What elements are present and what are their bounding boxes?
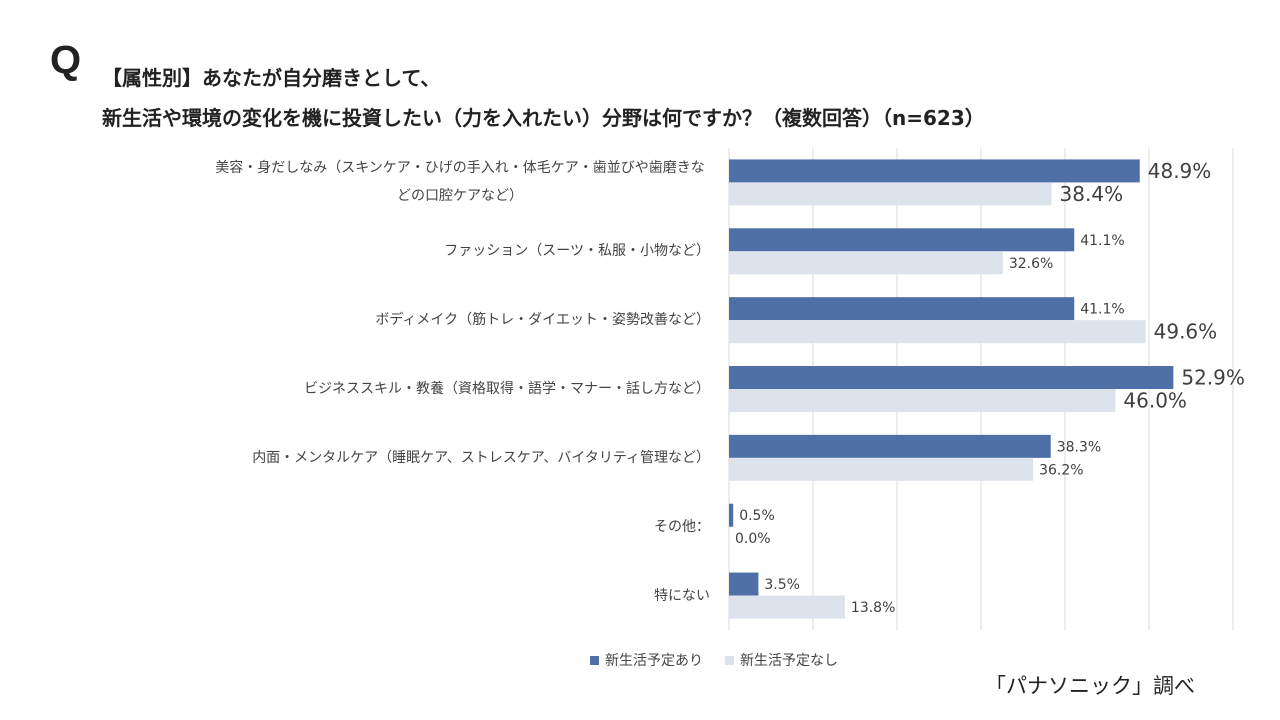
data-label: 46.0% <box>1123 389 1187 413</box>
bar-with-plan <box>729 503 734 527</box>
data-label: 13.8% <box>851 600 895 616</box>
category-label: ビジネススキル・教養（資格取得・語学・マナー・話し方など） <box>304 359 710 419</box>
legend-label: 新生活予定あり <box>605 653 703 669</box>
bar-with-plan <box>729 159 1140 183</box>
bar-with-plan <box>729 572 759 596</box>
bar-without-plan <box>729 320 1146 344</box>
category-label-text: 特にない <box>654 587 710 604</box>
category-label-text: ビジネススキル・教養（資格取得・語学・マナー・話し方など） <box>304 381 710 397</box>
data-label: 38.4% <box>1060 182 1124 206</box>
source-note: 「パナソニック」調べ <box>985 674 1195 698</box>
data-label: 32.6% <box>1009 256 1053 272</box>
data-label: 41.1% <box>1080 302 1124 318</box>
category-label: 美容・身だしなみ（スキンケア・ひげの手入れ・体毛ケア・歯並びや歯磨きなどの口腔ケ… <box>210 152 710 212</box>
bar-without-plan <box>729 457 1034 481</box>
category-label: 特にない <box>654 566 710 626</box>
legend-item-2: 新生活予定なし <box>725 650 838 670</box>
category-label: 内面・メンタルケア（睡眠ケア、ストレスケア、バイタリティ管理など） <box>252 428 710 488</box>
legend-swatch <box>590 655 599 665</box>
category-label-text: 美容・身だしなみ（スキンケア・ひげの手入れ・体毛ケア・歯並びや歯磨きなどの口腔ケ… <box>215 160 705 205</box>
bar-without-plan <box>729 389 1116 412</box>
category-label: その他： <box>654 497 710 557</box>
category-label: ボディメイク（筋トレ・ダイエット・姿勢改善など） <box>375 290 710 350</box>
bar-with-plan <box>729 366 1174 389</box>
title-line-1: 【属性別】あなたが自分磨きとして、 <box>102 66 441 90</box>
data-label: 3.5% <box>764 577 800 593</box>
category-label-text: ボディメイク（筋トレ・ダイエット・姿勢改善など） <box>375 312 710 329</box>
data-label: 38.3% <box>1057 439 1101 455</box>
data-label: 48.9% <box>1148 159 1212 183</box>
q-mark: Q <box>50 38 82 82</box>
legend-item-1: 新生活予定あり <box>590 650 703 670</box>
data-label: 0.0% <box>735 531 771 547</box>
legend-swatch <box>725 655 734 665</box>
category-label-text: ファッション（スーツ・私服・小物など） <box>444 243 710 260</box>
bar-with-plan <box>729 434 1051 458</box>
bar-without-plan <box>729 595 845 619</box>
title-line-2: 新生活や環境の変化を機に投資したい（力を入れたい）分野は何ですか？（複数回答）（… <box>102 106 985 130</box>
data-label: 36.2% <box>1039 462 1083 478</box>
data-label: 0.5% <box>739 508 775 524</box>
data-label: 52.9% <box>1181 366 1245 390</box>
bar-without-plan <box>729 182 1052 206</box>
bar-without-plan <box>729 251 1003 275</box>
data-label: 49.6% <box>1154 320 1218 344</box>
category-label: ファッション（スーツ・私服・小物など） <box>444 221 710 281</box>
category-label-text: その他： <box>654 518 710 535</box>
legend-label: 新生活予定なし <box>740 653 838 669</box>
bar-with-plan <box>729 228 1075 252</box>
bar-with-plan <box>729 297 1075 321</box>
data-label: 41.1% <box>1080 233 1124 249</box>
legend: 新生活予定あり 新生活予定なし <box>590 650 838 670</box>
category-label-text: 内面・メンタルケア（睡眠ケア、ストレスケア、バイタリティ管理など） <box>252 449 710 466</box>
